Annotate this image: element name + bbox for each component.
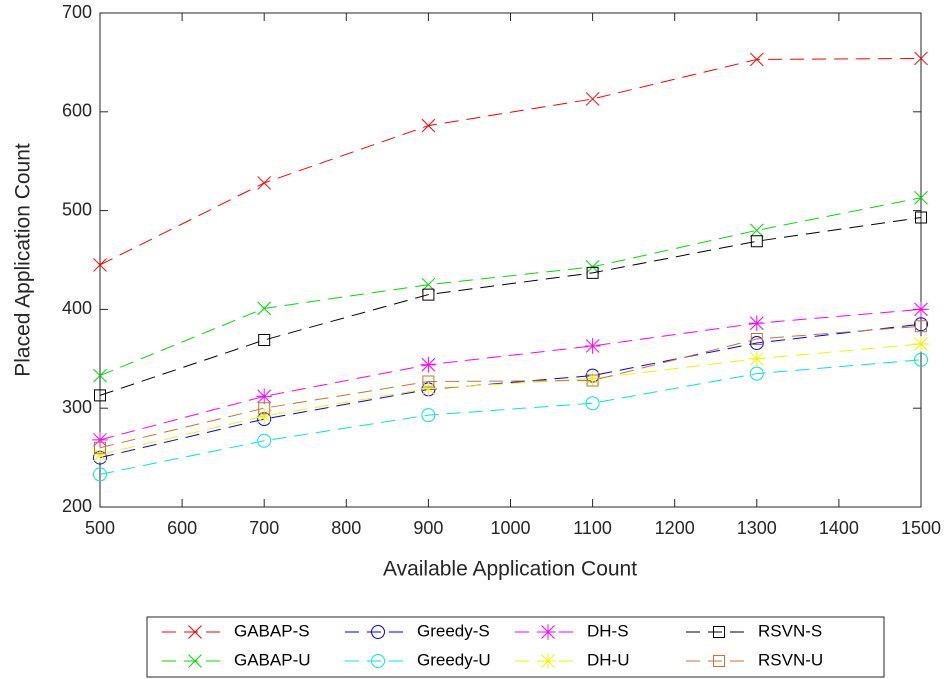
marker [94, 389, 106, 402]
legend-label: RSVN-U [758, 650, 823, 669]
marker [257, 433, 272, 448]
legend-marker [540, 653, 556, 669]
y-tick-label: 700 [62, 2, 92, 22]
x-tick-label: 1100 [573, 518, 612, 538]
marker [92, 432, 108, 448]
marker [586, 266, 599, 279]
marker [585, 396, 600, 411]
marker [749, 52, 764, 67]
marker [749, 223, 764, 238]
marker [93, 368, 107, 383]
series-line [99, 57, 922, 266]
marker [584, 370, 601, 387]
series-line [99, 343, 922, 456]
marker [258, 402, 271, 415]
series-line [99, 359, 922, 475]
x-tick-label: 1300 [737, 518, 777, 538]
x-tick-label: 600 [167, 518, 197, 538]
marker [256, 388, 272, 405]
x-tick-label: 800 [331, 518, 361, 538]
legend-label: DH-U [587, 650, 630, 669]
marker [914, 190, 928, 205]
legend-label: DH-S [587, 621, 629, 640]
y-tick-label: 500 [62, 199, 92, 219]
legend-marker [713, 655, 725, 667]
marker [93, 258, 107, 272]
plot-area [99, 12, 922, 508]
legend-label: GABAP-U [234, 650, 311, 669]
marker [421, 408, 436, 423]
y-tick-label: 400 [62, 298, 92, 318]
marker [94, 441, 106, 454]
legend-marker [188, 654, 202, 668]
legend-marker [371, 654, 385, 668]
y-tick-label: 600 [62, 101, 92, 121]
marker [421, 118, 436, 133]
marker [750, 235, 763, 248]
legend-label: Greedy-U [417, 650, 491, 669]
marker [749, 335, 764, 350]
marker [93, 467, 107, 482]
x-tick-label: 1000 [490, 518, 530, 538]
y-tick-label: 300 [62, 397, 92, 417]
marker [586, 374, 599, 387]
marker [749, 315, 765, 332]
series-line [99, 325, 922, 449]
x-tick-label: 500 [85, 518, 115, 538]
marker [257, 301, 272, 316]
marker [749, 351, 765, 367]
legend-marker [713, 626, 725, 638]
marker [913, 301, 929, 318]
y-tick-label: 200 [62, 496, 92, 516]
series-line [99, 197, 922, 377]
x-tick-label: 900 [413, 518, 443, 538]
marker [422, 375, 435, 388]
y-axis-label: Placed Application Count [12, 143, 35, 377]
series-line [99, 323, 922, 459]
marker [420, 356, 437, 373]
legend-label: GABAP-S [234, 621, 310, 640]
legend-box [146, 616, 885, 678]
marker [584, 338, 601, 354]
marker [257, 176, 272, 190]
marker [258, 334, 271, 347]
marker [915, 211, 927, 224]
legend: GABAP-S GABAP-U Greedy-S Greedy-U DH-S DH-U RS… [146, 616, 885, 678]
series-line [99, 217, 922, 396]
marker [914, 352, 928, 367]
marker [92, 446, 108, 463]
marker [750, 333, 763, 346]
marker [422, 288, 435, 301]
legend-label: RSVN-S [758, 621, 822, 640]
marker [914, 51, 928, 66]
marker [913, 336, 929, 352]
x-tick-label: 700 [249, 518, 279, 538]
marker [420, 380, 437, 397]
marker [585, 92, 600, 106]
legend-marker [540, 624, 556, 640]
series-line [99, 308, 922, 441]
legend-marker [371, 625, 385, 639]
legend-marker [188, 625, 202, 639]
x-axis-label: Available Application Count [383, 558, 637, 581]
x-tick-label: 1500 [901, 518, 941, 538]
marker [915, 320, 927, 333]
x-tick-label: 1200 [655, 518, 695, 538]
marker [256, 408, 272, 424]
legend-label: Greedy-S [417, 621, 490, 640]
marker [749, 366, 764, 381]
x-tick-label: 1400 [819, 518, 859, 538]
marker [914, 317, 928, 332]
